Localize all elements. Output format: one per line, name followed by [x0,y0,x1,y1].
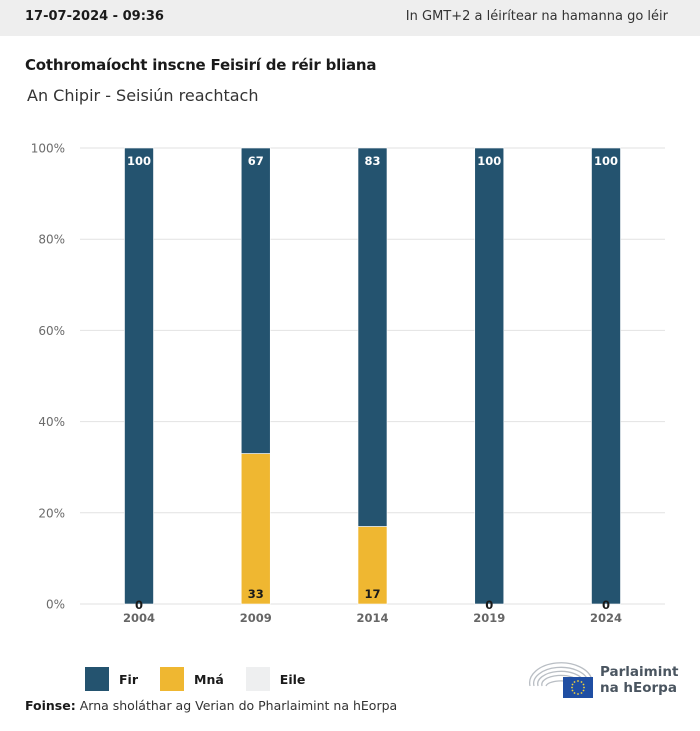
bars [124,147,621,605]
x-tick-label: 2024 [590,611,622,625]
y-tick-label: 20% [38,506,65,520]
legend-label-other: Eile [279,671,306,687]
source-text: Arna sholáthar ag Verian do Pharlaimint … [79,698,398,713]
timestamp: 17-07-2024 - 09:36 [25,9,164,24]
y-tick-label: 0% [46,598,65,612]
x-tick-label: 2019 [473,611,505,625]
data-label-men: 100 [127,154,151,168]
data-label-women: 0 [602,598,610,612]
legend-swatch-other [245,667,270,691]
chart-title: Cothromaíocht inscne Feisirí de réir bli… [25,56,377,74]
legend-swatch-women [160,667,184,691]
european-parliament-logo: Parlaimint na hEorpa [528,658,678,702]
data-label-men: 100 [477,154,501,168]
source-note: Foinse: Arna sholáthar ag Verian do Phar… [25,698,397,713]
data-label-women: 0 [485,598,493,612]
parliament-hemicycle-flag-icon [529,662,593,698]
logo-text: Parlaimint na hEorpa [600,664,678,696]
header-bar: 17-07-2024 - 09:36 In GMT+2 a léirítear … [0,0,700,36]
bar-segment-men [357,147,388,527]
chart-subtitle: An Chipir - Seisiún reachtach [27,86,259,105]
x-tick-label: 2014 [356,611,388,625]
timezone-note: In GMT+2 a léirítear na hamanna go léir [405,9,668,24]
y-tick-label: 40% [38,415,65,429]
stacked-bar-chart: 0%20%40%60%80%100% 2004 2009 2014 2019 2024 … [31,142,665,625]
data-label-men: 83 [364,154,380,168]
legend: Fir Mná Eile [85,667,327,691]
legend-item-other[interactable]: Eile [245,667,306,691]
x-tick-label: 2004 [123,611,155,625]
data-label-women: 33 [248,587,264,601]
data-label-women: 0 [135,598,143,612]
x-axis: 2004 2009 2014 2019 2024 [123,611,622,625]
data-labels: 100 0 67 33 83 17 100 0 100 0 [127,154,618,612]
y-tick-label: 100% [31,142,65,156]
bar-segment-women [240,453,271,605]
legend-label-women: Mná [194,671,224,687]
bar-segment-men [240,147,271,454]
bar-segment-women [357,526,388,605]
bar-segment-men [124,147,154,605]
legend-swatch-men [85,667,109,691]
legend-label-men: Fir [119,671,138,687]
bar-segment-men [474,147,505,605]
logo-text-line2: na hEorpa [600,680,677,696]
data-label-women: 17 [364,587,380,601]
y-tick-label: 60% [38,324,65,338]
legend-item-men[interactable]: Fir [85,667,138,691]
x-tick-label: 2009 [240,611,272,625]
y-tick-label: 80% [38,233,65,247]
bar-segment-men [591,147,621,605]
y-axis: 0% 20% 40% 60% 80% 100% [31,142,65,612]
logo-text-line1: Parlaimint [600,664,679,680]
source-label: Foinse: [25,698,76,713]
legend-item-women[interactable]: Mná [160,667,224,691]
data-label-men: 100 [594,154,618,168]
data-label-men: 67 [248,154,264,168]
